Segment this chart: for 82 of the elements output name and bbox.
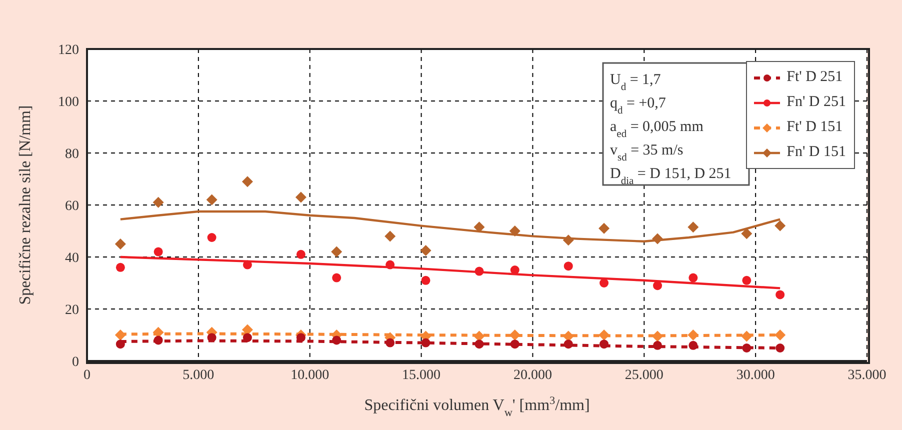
point [741, 228, 752, 240]
point [653, 340, 662, 350]
point [386, 260, 395, 270]
point [295, 192, 306, 203]
legend-label: Fn' D 251 [786, 94, 846, 111]
point [332, 273, 342, 282]
point [152, 326, 164, 338]
point [154, 336, 163, 345]
point [242, 176, 253, 188]
point [774, 330, 786, 340]
point [598, 222, 610, 234]
point [653, 281, 662, 290]
point [510, 340, 520, 349]
point [114, 330, 126, 340]
point [420, 245, 432, 256]
point [598, 330, 610, 340]
point [296, 333, 306, 342]
point [509, 226, 520, 236]
point [116, 262, 125, 272]
x-tick-label: 35.000 [848, 368, 886, 383]
point [774, 220, 786, 232]
point [421, 338, 430, 348]
annotation: D$_{dia}$ = D 151, D 251 [610, 166, 732, 186]
point [564, 340, 573, 349]
point [652, 233, 664, 244]
point [741, 330, 752, 342]
y-tick-label: 40 [65, 250, 79, 266]
point [742, 344, 752, 352]
point [562, 234, 574, 246]
x-tick-label: 15.000 [402, 368, 441, 383]
point [652, 330, 664, 342]
point [296, 250, 306, 259]
point [242, 260, 252, 270]
point [510, 266, 520, 274]
point [776, 290, 785, 300]
point [474, 266, 484, 276]
point [421, 276, 430, 285]
point [564, 262, 573, 271]
point [332, 336, 342, 345]
point [331, 246, 342, 258]
point [474, 222, 485, 233]
point [600, 340, 609, 349]
x-axis-title: Specifični volumen V$_{w}$' [mm$^{3}$/mm] [364, 395, 590, 419]
point [742, 276, 752, 285]
point [386, 338, 395, 348]
legend-label: Fn' D 151 [786, 144, 846, 161]
point [474, 340, 484, 349]
y-tick-label: 20 [65, 302, 79, 318]
annotation: U$_{d}$ = 1,7 [610, 72, 662, 92]
point [384, 230, 396, 242]
point [688, 330, 699, 340]
annotation: v$_{sd}$ = 35 m/s [610, 142, 684, 163]
x-tick-label: 5.000 [182, 368, 214, 383]
annotation: q$_{d}$ = +0,7 [610, 96, 666, 116]
x-tick-label: 25.000 [624, 368, 664, 383]
legend-label: Ft' D 251 [786, 69, 843, 86]
point [688, 222, 699, 233]
y-tick-label: 100 [58, 94, 79, 110]
point [688, 273, 698, 282]
point [509, 330, 520, 340]
annotation: a$_{ed}$ = 0,005 mm [610, 119, 704, 140]
x-tick-label: 20.000 [513, 368, 552, 383]
x-tick-label: 0 [84, 368, 90, 383]
point [206, 194, 218, 206]
legend-label: Ft' D 151 [786, 119, 843, 136]
point [207, 333, 216, 342]
point [154, 247, 163, 256]
point [776, 344, 785, 352]
y-tick-label: 0 [72, 354, 79, 370]
x-tick-label: 10.000 [290, 368, 330, 383]
point [114, 238, 126, 250]
y-tick-label: 60 [65, 198, 79, 214]
point [152, 196, 164, 208]
y-tick-label: 120 [58, 42, 79, 58]
point [688, 340, 698, 350]
point [116, 340, 125, 349]
point [242, 333, 252, 342]
y-tick-label: 80 [65, 146, 79, 162]
x-tick-label: 30.000 [736, 368, 775, 383]
point [600, 278, 609, 288]
point [207, 233, 216, 242]
y-axis-title: Specifične rezalne sile [N/mm] [17, 105, 34, 305]
